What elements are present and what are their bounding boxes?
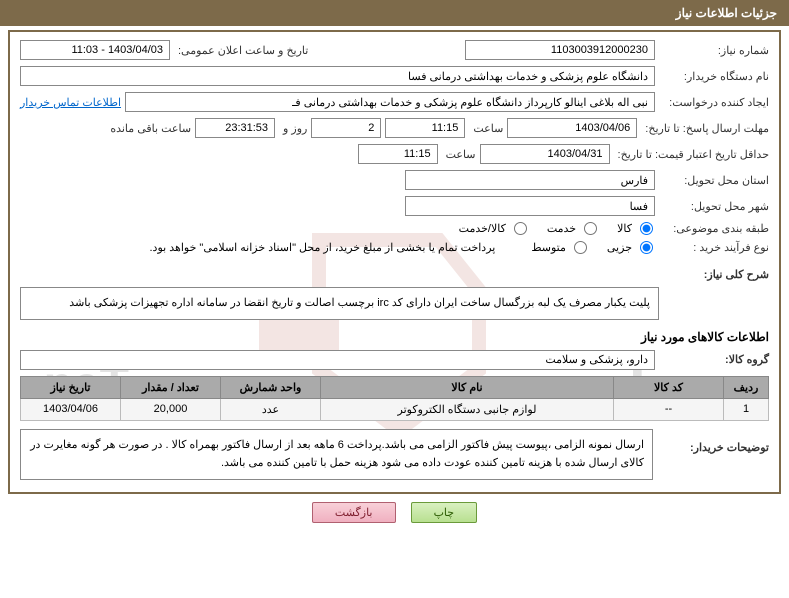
th-unit: واحد شمارش <box>221 376 321 398</box>
city-field: فسا <box>405 196 655 216</box>
need-no-label: شماره نیاز: <box>659 44 769 57</box>
cell-name: لوازم جانبی دستگاه الکتروکوتر <box>321 398 614 420</box>
panel-header: جزئیات اطلاعات نیاز <box>0 0 789 26</box>
th-code: کد کالا <box>614 376 724 398</box>
city-label: شهر محل تحویل: <box>659 200 769 213</box>
price-valid-time-label: ساعت <box>442 148 476 161</box>
goods-table: ردیف کد کالا نام کالا واحد شمارش تعداد /… <box>20 376 769 421</box>
table-row: 1 -- لوازم جانبی دستگاه الکتروکوتر عدد 2… <box>21 398 769 420</box>
reply-date-field: 1403/04/06 <box>507 118 637 138</box>
announce-field: 1403/04/03 - 11:03 <box>20 40 170 60</box>
cat-service-lbl: خدمت <box>547 222 576 235</box>
reply-deadline-label: مهلت ارسال پاسخ: تا تاریخ: <box>641 122 769 135</box>
requester-field: نبی اله بلاغی اینالو کارپرداز دانشگاه عل… <box>125 92 655 112</box>
announce-label: تاریخ و ساعت اعلان عمومی: <box>174 44 308 57</box>
cat-goods-service-lbl: کالا/خدمت <box>459 222 506 235</box>
cat-goods-service-radio[interactable] <box>514 222 527 235</box>
reply-time-label: ساعت <box>469 122 503 135</box>
pt-partial-lbl: جزیی <box>607 241 632 254</box>
need-no-field: 1103003912000230 <box>465 40 655 60</box>
days-remaining-field: 2 <box>311 118 381 138</box>
table-header-row: ردیف کد کالا نام کالا واحد شمارش تعداد /… <box>21 376 769 398</box>
reply-time-field: 11:15 <box>385 118 465 138</box>
cell-code: -- <box>614 398 724 420</box>
purchase-type-label: نوع فرآیند خرید : <box>659 241 769 254</box>
price-valid-time-field: 11:15 <box>358 144 438 164</box>
th-date: تاریخ نیاز <box>21 376 121 398</box>
buyer-org-field: دانشگاه علوم پزشکی و خدمات بهداشتی درمان… <box>20 66 655 86</box>
cell-row: 1 <box>724 398 769 420</box>
cell-date: 1403/04/06 <box>21 398 121 420</box>
category-label: طبقه بندی موضوعی: <box>659 222 769 235</box>
contact-buyer-link[interactable]: اطلاعات تماس خریدار <box>20 96 121 109</box>
form-frame: شماره نیاز: 1103003912000230 تاریخ و ساع… <box>8 30 781 494</box>
panel-title: جزئیات اطلاعات نیاز <box>676 6 777 20</box>
purchase-note: پرداخت تمام یا بخشی از مبلغ خرید، از محل… <box>150 241 496 254</box>
pt-medium-lbl: متوسط <box>531 241 566 254</box>
pt-partial-radio[interactable] <box>640 241 653 254</box>
cell-unit: عدد <box>221 398 321 420</box>
remaining-label: ساعت باقی مانده <box>106 122 191 135</box>
cat-goods-radio[interactable] <box>640 222 653 235</box>
print-button[interactable]: چاپ <box>411 502 478 523</box>
th-name: نام کالا <box>321 376 614 398</box>
buyer-notes-label: توضیحات خریدار: <box>659 429 769 454</box>
countdown-field: 23:31:53 <box>195 118 275 138</box>
province-field: فارس <box>405 170 655 190</box>
th-qty: تعداد / مقدار <box>121 376 221 398</box>
province-label: استان محل تحویل: <box>659 174 769 187</box>
days-and-label: روز و <box>279 122 307 135</box>
pt-medium-radio[interactable] <box>574 241 587 254</box>
buyer-org-label: نام دستگاه خریدار: <box>659 70 769 83</box>
cell-qty: 20,000 <box>121 398 221 420</box>
back-button[interactable]: بازگشت <box>312 502 396 523</box>
summary-label: شرح کلی نیاز: <box>659 268 769 281</box>
buyer-notes-box: ارسال نمونه الزامی ،پیوست پیش فاکتور الز… <box>20 429 653 480</box>
button-row: چاپ بازگشت <box>0 502 789 523</box>
price-valid-label: حداقل تاریخ اعتبار قیمت: تا تاریخ: <box>614 148 769 161</box>
requester-label: ایجاد کننده درخواست: <box>659 96 769 109</box>
goods-group-field: دارو، پزشکی و سلامت <box>20 350 655 370</box>
th-row: ردیف <box>724 376 769 398</box>
goods-section-title: اطلاعات کالاهای مورد نیاز <box>20 330 769 344</box>
price-valid-date-field: 1403/04/31 <box>480 144 610 164</box>
goods-group-label: گروه کالا: <box>659 353 769 366</box>
summary-box: پلیت یکبار مصرف یک لبه بزرگسال ساخت ایرا… <box>20 287 659 320</box>
cat-service-radio[interactable] <box>584 222 597 235</box>
cat-goods-lbl: کالا <box>617 222 632 235</box>
